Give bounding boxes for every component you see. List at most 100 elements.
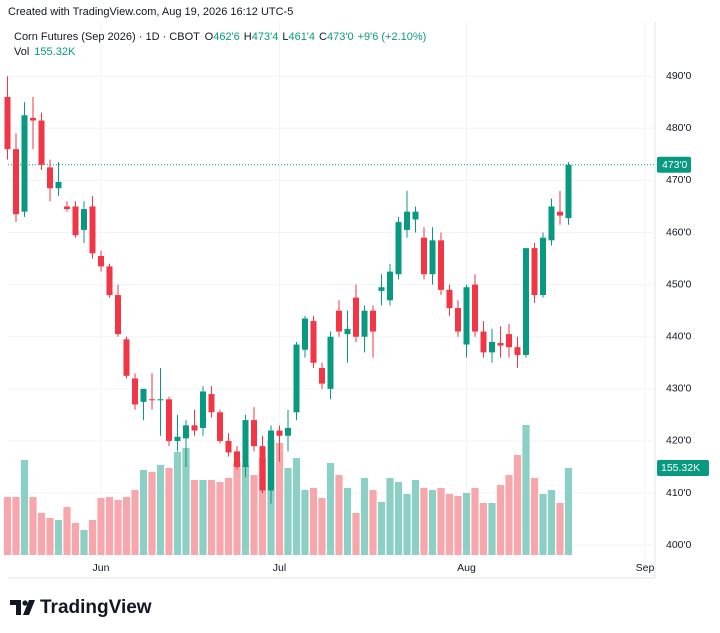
legend-value: 473'0 bbox=[327, 31, 354, 43]
candle-body bbox=[472, 284, 478, 332]
volume-bar bbox=[156, 464, 165, 555]
volume-bar bbox=[488, 502, 496, 555]
volume-bar bbox=[343, 487, 352, 555]
candle-body bbox=[166, 399, 172, 441]
candle-body bbox=[353, 297, 359, 337]
legend-value: 462'6 bbox=[213, 31, 240, 43]
volume-legend: Vol 155.32K bbox=[14, 46, 76, 58]
volume-bar bbox=[258, 457, 267, 555]
volume-bar bbox=[131, 489, 139, 555]
candle-body bbox=[115, 295, 121, 335]
candle-body bbox=[21, 115, 28, 212]
volume-bar bbox=[539, 493, 547, 555]
volume-bar bbox=[233, 461, 241, 555]
last-price-label: 473'0 bbox=[662, 159, 688, 171]
volume-bar bbox=[326, 462, 335, 555]
candle-body bbox=[13, 149, 19, 215]
legend-key: C bbox=[319, 31, 327, 43]
candle-body bbox=[242, 420, 249, 468]
candle-body bbox=[548, 206, 555, 241]
volume-bar bbox=[547, 489, 556, 555]
volume-bar bbox=[513, 454, 522, 555]
candle-body bbox=[565, 164, 572, 219]
volume-bar bbox=[224, 478, 233, 555]
candle-body bbox=[123, 339, 130, 376]
candle-body bbox=[370, 310, 376, 332]
candle-body bbox=[421, 237, 427, 275]
legend: Corn Futures (Sep 2026) · 1D · CBOT O462'… bbox=[14, 31, 426, 43]
volume-bar bbox=[556, 502, 564, 555]
volume-bar bbox=[216, 481, 224, 555]
candle-body bbox=[140, 388, 147, 402]
candle-body bbox=[446, 289, 453, 309]
volume-bar bbox=[369, 489, 377, 555]
volume-bar bbox=[403, 493, 411, 555]
volume-bar bbox=[394, 481, 403, 555]
volume-bar bbox=[496, 484, 505, 555]
volume-bar bbox=[318, 498, 326, 555]
volume-bar bbox=[411, 479, 420, 555]
volume-bar bbox=[29, 497, 37, 555]
candle-body bbox=[455, 308, 461, 332]
candle-body bbox=[72, 206, 79, 236]
volume-bar bbox=[309, 487, 318, 555]
candle-body bbox=[480, 331, 487, 353]
volume-bar bbox=[173, 451, 182, 555]
candle-body bbox=[106, 266, 113, 296]
candle-body bbox=[429, 240, 436, 275]
volume-bar bbox=[428, 489, 437, 555]
candle-body bbox=[276, 430, 283, 436]
candle-body bbox=[268, 430, 274, 491]
candle-body bbox=[38, 120, 45, 165]
volume-bar bbox=[3, 497, 12, 555]
y-tick-label: 460'0 bbox=[666, 226, 692, 238]
volume-bar bbox=[148, 471, 156, 555]
volume-bar bbox=[284, 467, 292, 555]
volume-bar bbox=[292, 457, 301, 555]
volume-bar bbox=[97, 498, 105, 555]
candle-body bbox=[438, 240, 444, 290]
x-tick-label: Jul bbox=[273, 562, 286, 574]
volume-bar bbox=[122, 497, 131, 555]
candle-body bbox=[259, 446, 266, 491]
candle-body bbox=[251, 420, 257, 447]
volume-bar bbox=[105, 497, 114, 555]
volume-bar bbox=[462, 492, 471, 555]
candle-body bbox=[200, 391, 206, 428]
y-tick-label: 450'0 bbox=[666, 278, 692, 290]
y-tick-label: 440'0 bbox=[666, 331, 692, 343]
volume-bar bbox=[54, 519, 63, 555]
candle-body bbox=[293, 344, 300, 413]
candle-body bbox=[514, 347, 521, 355]
volume-bar bbox=[20, 459, 29, 555]
y-tick-label: 410'0 bbox=[666, 487, 692, 499]
volume-bar bbox=[437, 487, 445, 555]
candle-body bbox=[327, 336, 334, 389]
volume-bar bbox=[139, 469, 148, 555]
volume-bar bbox=[335, 474, 343, 555]
candle-body bbox=[523, 248, 529, 355]
candle-body bbox=[378, 287, 385, 291]
candle-body bbox=[285, 427, 291, 436]
candle-body bbox=[157, 399, 164, 401]
candle-body bbox=[344, 328, 351, 335]
y-tick-label: 420'0 bbox=[666, 435, 692, 447]
volume-bar bbox=[182, 447, 190, 555]
volume-bar bbox=[445, 493, 454, 555]
volume-bar bbox=[275, 442, 284, 555]
candle-body bbox=[557, 211, 563, 216]
candle-body bbox=[89, 206, 96, 254]
volume-bar bbox=[37, 512, 46, 555]
volume-bar bbox=[88, 519, 97, 555]
volume-bar bbox=[190, 479, 199, 555]
candle-body bbox=[183, 425, 189, 439]
volume-title: Vol bbox=[14, 46, 29, 58]
watermark: Created with TradingView.com, Aug 19, 20… bbox=[8, 6, 293, 18]
x-tick-label: Sep bbox=[636, 562, 655, 574]
brand: TradingView bbox=[40, 597, 152, 618]
y-tick-label: 470'0 bbox=[666, 174, 692, 186]
candle-body bbox=[81, 209, 87, 230]
volume-bar bbox=[114, 499, 122, 555]
candle-body bbox=[208, 394, 215, 413]
